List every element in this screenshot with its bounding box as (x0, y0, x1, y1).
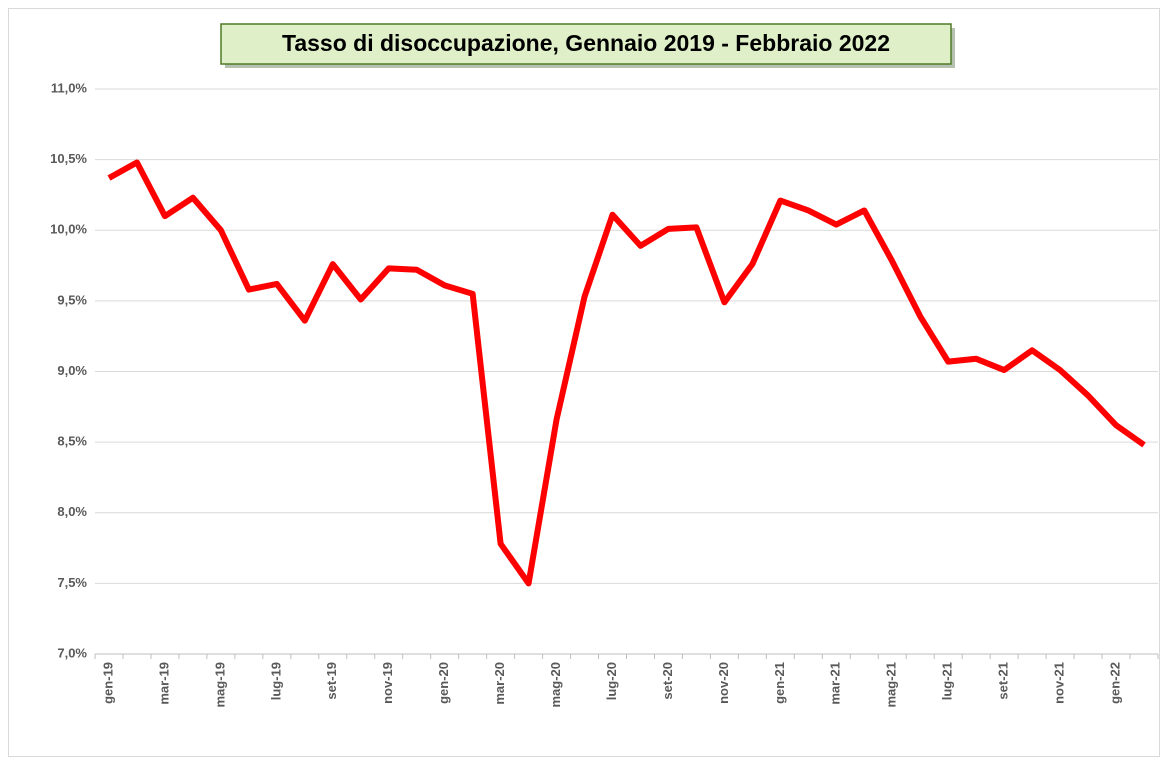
line-series (107, 159, 1146, 587)
x-tick-label: mar-20 (492, 662, 507, 705)
y-tick-label: 7,5% (57, 575, 87, 590)
x-tick-label: mag-19 (212, 662, 227, 708)
x-tick-label: gen-19 (100, 662, 115, 704)
x-tick-label: gen-21 (772, 662, 787, 704)
y-tick-label: 11,0% (51, 80, 88, 95)
x-tick-label: mag-20 (548, 662, 563, 708)
y-tick-label: 10,0% (50, 222, 87, 237)
title-box (220, 23, 952, 65)
chart-frame (8, 8, 1160, 757)
x-tick-label: gen-22 (1107, 662, 1122, 704)
x-tick-label: lug-21 (940, 662, 955, 700)
x-tick-label: mar-19 (156, 662, 171, 705)
y-tick-label: 9,5% (57, 292, 87, 307)
x-tick-label: lug-19 (268, 662, 283, 700)
x-tick-label: mar-21 (828, 662, 843, 705)
x-tick-label: mag-21 (884, 662, 899, 708)
y-tick-label: 8,5% (57, 434, 87, 449)
x-tick-label: gen-20 (436, 662, 451, 704)
x-tick-label: nov-20 (716, 662, 731, 704)
y-tick-label: 9,0% (57, 363, 87, 378)
x-tick-label: set-19 (324, 662, 339, 700)
y-tick-label: 8,0% (57, 504, 87, 519)
x-tick-label: set-20 (660, 662, 675, 700)
chart-title: Tasso di disoccupazione, Gennaio 2019 - … (282, 30, 890, 56)
y-tick-label: 10,5% (50, 151, 87, 166)
x-tick-label: nov-19 (380, 662, 395, 704)
x-tick-label: nov-21 (1052, 662, 1067, 704)
x-tick-label: set-21 (996, 662, 1011, 700)
x-tick-label: lug-20 (604, 662, 619, 700)
y-tick-label: 7,0% (57, 645, 87, 660)
